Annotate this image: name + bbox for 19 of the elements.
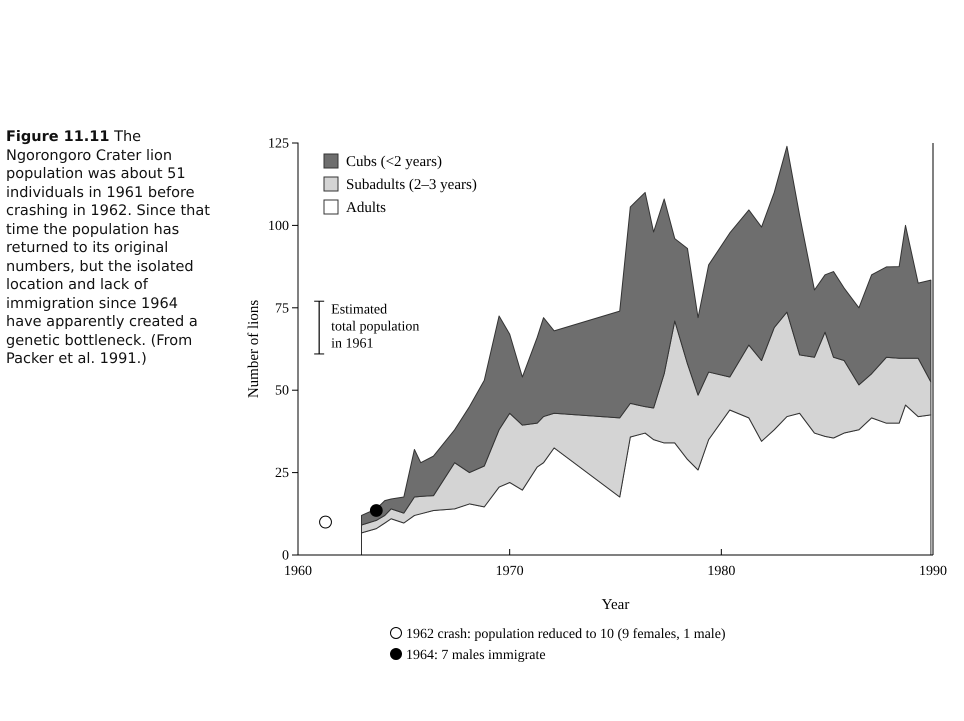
legend-label: Subadults (2–3 years) <box>346 177 477 193</box>
text: 1964: 7 males immigrate <box>406 648 546 663</box>
annotation: Estimated total population in 1961 <box>331 302 420 352</box>
y-tick-label: 100 <box>268 218 289 234</box>
x-tick-label: 1980 <box>707 564 736 579</box>
x-tick-label: 1990 <box>919 564 947 579</box>
y-tick-label: 125 <box>268 136 289 152</box>
y-tick-label: 75 <box>275 301 289 316</box>
text: 1962 crash: population reduced to 10 (9 females, 1 male) <box>406 627 726 642</box>
x-tick-label: 1960 <box>284 564 312 579</box>
legend-label: Adults <box>346 200 386 216</box>
y-axis-title: Number of lions <box>246 300 262 398</box>
y-tick-label: 25 <box>275 466 289 482</box>
x-tick-label: 1970 <box>496 564 524 579</box>
x-axis-title: Year <box>602 597 630 613</box>
y-tick-label: 50 <box>275 384 289 399</box>
text: Figure 11.11 The Ngorongoro Crater lion population was about 51 individuals in 1961 before crashing in 1962. Since that time the population has returned to its original numbers, but the isolated location and lack of immigration since 1964 have apparently created a genetic bottleneck. (From Packer et al. 1991.) <box>6 129 210 367</box>
y-tick-label: 0 <box>282 548 289 564</box>
legend-label: Cubs (<2 years) <box>346 154 442 170</box>
